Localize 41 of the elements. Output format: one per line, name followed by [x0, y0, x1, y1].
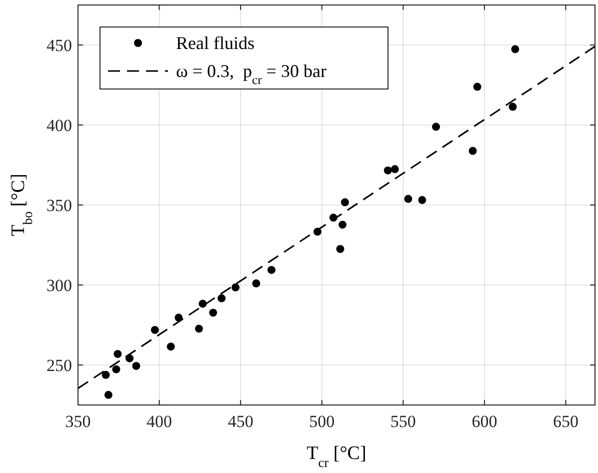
point [267, 266, 276, 274]
point [511, 45, 520, 54]
point [166, 342, 175, 351]
point [132, 362, 140, 370]
point [404, 194, 412, 203]
point [150, 326, 159, 334]
point [340, 198, 349, 206]
point [432, 122, 440, 131]
point [112, 365, 120, 374]
point [209, 308, 218, 317]
point [338, 220, 347, 229]
point [336, 245, 344, 253]
point [468, 146, 477, 155]
y-tick-label: 300 [46, 276, 72, 295]
legend-label: ω = 0.3, p$_{cr}$ = 30 bar [176, 61, 326, 87]
y-tick-label: 450 [46, 36, 72, 55]
point [194, 324, 203, 333]
point [114, 350, 122, 358]
point [218, 294, 226, 302]
point [390, 165, 399, 174]
y-tick-label: 350 [46, 196, 72, 215]
x-tick-label: 500 [309, 412, 335, 431]
x-tick-label: 650 [552, 412, 578, 431]
point [198, 300, 207, 308]
x-tick-label: 400 [146, 412, 172, 431]
point [104, 390, 112, 399]
x-tick-label: 350 [65, 412, 91, 431]
point [508, 102, 517, 111]
x-axis-title: T$_{cr}$ [°C] [306, 443, 366, 470]
point [384, 166, 392, 174]
point [418, 196, 426, 204]
x-tick-label: 450 [228, 412, 254, 431]
y-tick-label: 400 [46, 116, 72, 135]
point [252, 279, 260, 288]
x-tick-label: 550 [390, 412, 416, 431]
point [102, 370, 110, 379]
point [473, 82, 482, 91]
x-tick-label: 600 [472, 412, 498, 431]
point [232, 283, 240, 292]
y-tick-label: 250 [46, 356, 72, 375]
legend-label: Real fluids [176, 33, 254, 53]
